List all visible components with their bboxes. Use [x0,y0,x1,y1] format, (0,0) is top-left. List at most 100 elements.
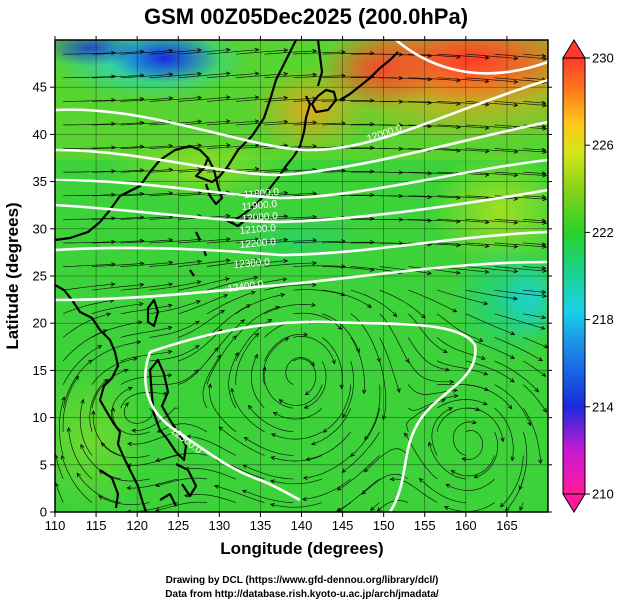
streamline-arrow [427,53,433,58]
streamline [120,169,173,173]
streamline [302,478,352,500]
contour-11900 [55,78,548,152]
streamline [465,124,518,129]
streamline [293,75,346,79]
streamline-arrow [483,301,489,306]
streamline-arrow [455,270,461,275]
y-tick-label: 10 [33,410,47,425]
streamline [465,266,518,272]
streamline [120,239,173,244]
streamline [149,97,202,102]
colorbar-body [562,57,586,495]
streamline [120,262,173,267]
streamline-arrow [254,95,260,100]
streamline [63,283,115,291]
streamline [178,278,230,291]
streamline [264,193,317,197]
streamline [231,388,265,433]
streamline [437,219,489,223]
streamline [243,464,294,480]
y-tick-label: 40 [33,127,47,142]
streamline-arrow [542,293,548,298]
x-tick-label: 115 [86,518,107,533]
streamline-arrow [382,415,387,421]
streamline [149,369,199,385]
streamline [91,98,144,102]
streamline-arrow [66,426,71,432]
streamline [91,122,144,126]
streamline-arrow [207,383,212,389]
streamline [157,423,208,433]
streamline [494,266,547,272]
streamline-arrow [370,506,375,512]
streamline [63,241,116,244]
streamline [408,219,461,222]
streamline-arrow [301,496,307,502]
streamline [206,319,245,362]
streamline-arrow [80,443,85,449]
streamline-arrow [331,359,336,365]
streamline-arrow [226,143,231,148]
streamline [452,421,477,456]
streamline [293,240,346,244]
wind-streamlines [55,47,548,512]
streamline [178,49,230,55]
streamline-arrow [341,468,347,473]
streamline-arrow [304,391,310,396]
streamline-arrow [111,239,116,244]
streamline [341,431,380,473]
streamline-arrow [100,442,106,447]
streamline-arrow [504,506,510,512]
streamline-arrow [168,96,174,101]
streamline-arrow [283,71,289,77]
x-tick-label: 120 [126,518,148,533]
colorbar-tick-label: 218 [592,312,614,327]
streamline-arrow [282,277,288,282]
streamline-arrow [197,167,203,172]
streamline-arrow [542,268,548,273]
streamline [408,101,461,105]
contour-label: 12000.0 [241,211,278,225]
streamline [494,289,547,297]
streamline-arrow [168,48,174,53]
streamline [408,171,461,175]
streamline [379,289,426,319]
streamline [63,52,116,55]
streamline-arrow [241,489,247,494]
streamline-arrow [111,50,116,55]
streamline [350,408,380,457]
streamline-arrow [427,77,433,82]
streamline [209,384,237,433]
streamline-arrow [167,350,173,355]
streamline [437,124,489,129]
streamline [321,76,374,79]
streamline [120,326,172,338]
streamline [62,345,102,385]
streamline-arrow [376,507,382,512]
streamline [379,337,400,393]
streamline [127,431,179,445]
streamline-arrow [283,214,289,219]
streamline-arrow [392,312,398,318]
streamline [379,124,432,127]
colorbar-tick-label: 226 [592,138,614,153]
streamline-arrow [405,358,410,364]
x-tick-label: 140 [291,518,313,533]
streamline-arrow [472,420,477,425]
streamline [465,195,518,200]
streamline [523,313,546,319]
streamline-arrow [513,173,519,178]
streamline [235,260,288,267]
colorbar: 210 214 218 222 226 230 [562,39,614,513]
streamline [523,360,546,377]
streamline-arrow [270,479,275,484]
streamline-arrow [311,302,316,307]
streamline [465,384,513,409]
streamline [149,49,202,55]
streamline [127,478,179,489]
streamline [465,313,515,335]
streamline-arrow [155,457,161,462]
streamline [321,241,374,244]
y-tick-label: 0 [40,505,47,520]
streamline-arrow [370,145,375,150]
